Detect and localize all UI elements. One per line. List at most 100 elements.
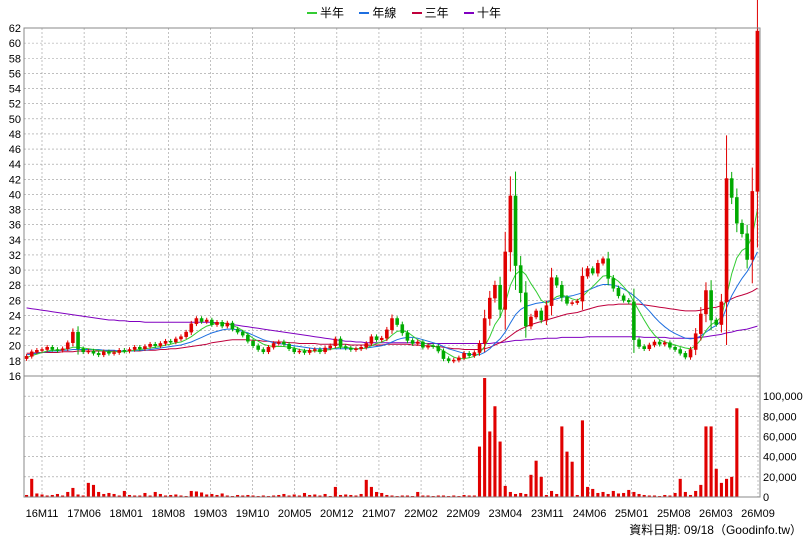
candle-body — [632, 301, 636, 340]
volume-bar — [575, 494, 579, 497]
volume-bar — [472, 495, 476, 497]
candle-body — [611, 278, 616, 289]
candle-body — [107, 351, 111, 354]
candle-body — [462, 353, 466, 359]
candle-body — [292, 348, 297, 353]
price-tick-label: 24 — [9, 310, 21, 322]
volume-bar — [55, 493, 59, 497]
volume-bar — [694, 490, 698, 497]
volume-bar — [246, 494, 250, 497]
candle-body — [637, 339, 641, 347]
volume-bar — [66, 491, 70, 497]
volume-bar — [642, 494, 646, 497]
volume-bar — [611, 490, 615, 497]
volume-bar — [236, 494, 240, 497]
candle-body — [678, 349, 683, 354]
candle-body — [596, 263, 600, 274]
volume-bar — [354, 495, 358, 497]
volume-bar — [652, 495, 657, 497]
date-tick-label: 23M04 — [488, 508, 522, 520]
candle-body — [230, 322, 235, 330]
price-tick-label: 52 — [9, 99, 21, 111]
candle-body — [138, 347, 142, 350]
volume-bar — [308, 494, 312, 497]
date-tick-label: 25M01 — [615, 508, 649, 520]
volume-bar — [277, 494, 281, 497]
candle-body — [554, 277, 559, 286]
volume-bar — [683, 491, 687, 497]
candle-body — [163, 340, 168, 344]
legend-item-half-year: 半年 — [306, 4, 344, 21]
volume-bar — [61, 495, 65, 497]
candle-body — [122, 350, 127, 352]
volume-y-axis: 0 20,000 40,000 60,000 80,000 100,000 — [763, 391, 803, 504]
volume-bar — [426, 495, 430, 497]
candle-body — [570, 302, 574, 304]
volume-bar — [76, 494, 80, 497]
date-tick-label: 22M02 — [404, 508, 438, 520]
candle-body — [652, 341, 657, 346]
legend-swatch-half-year — [306, 11, 317, 14]
candle-body — [575, 300, 580, 303]
candle-body — [699, 313, 703, 334]
date-tick-label: 23M11 — [531, 508, 564, 520]
candle-body — [539, 310, 544, 321]
volume-bar — [194, 491, 198, 497]
volume-bar — [503, 485, 507, 497]
candle-body — [349, 347, 353, 350]
volume-bar — [513, 493, 518, 497]
volume-bar — [200, 492, 204, 497]
date-tick-label: 17M06 — [67, 508, 101, 520]
volume-bar — [519, 492, 523, 497]
volume-bar — [400, 495, 404, 497]
volume-bar — [488, 431, 492, 497]
price-tick-label: 36 — [9, 220, 21, 232]
volume-bar — [411, 495, 415, 497]
candle-body — [544, 305, 549, 321]
candle-body — [683, 353, 688, 358]
candle-body — [395, 318, 399, 325]
price-tick-label: 16 — [9, 371, 21, 383]
date-tick-label: 18M08 — [152, 508, 186, 520]
volume-bar — [241, 495, 245, 497]
candle-body — [405, 332, 410, 341]
volume-bar — [266, 495, 271, 497]
candle-body — [60, 348, 65, 351]
volume-bar — [364, 479, 368, 497]
legend-label-three-year: 三年 — [424, 6, 449, 20]
candle-body — [101, 351, 106, 356]
ma-half-year-line — [26, 209, 758, 360]
volume-bar — [493, 406, 497, 497]
volume-bar — [91, 484, 96, 497]
candle-body — [297, 350, 302, 353]
volume-bar — [395, 495, 399, 497]
volume-bar — [287, 495, 291, 497]
volume-bar — [483, 378, 487, 497]
volume-bar — [30, 478, 34, 497]
candle-body — [745, 233, 749, 260]
volume-bar — [647, 495, 651, 497]
volume-grid — [24, 395, 760, 498]
candle-body — [426, 345, 430, 348]
candle-body — [524, 292, 528, 327]
candle-body — [40, 349, 44, 351]
candle-body — [246, 334, 250, 342]
volume-bar — [596, 492, 600, 497]
volume-bar — [174, 494, 178, 497]
volume-bar — [725, 478, 729, 497]
volume-bar — [580, 420, 584, 497]
legend-label-ten-year: 十年 — [477, 6, 502, 20]
volume-bar — [302, 492, 307, 497]
volume-bar — [359, 493, 363, 497]
candle-body — [534, 310, 538, 318]
volume-bar — [143, 492, 147, 497]
candle-body — [565, 297, 569, 304]
candle-body — [307, 350, 312, 353]
candle-body — [112, 352, 116, 354]
volume-bar — [524, 493, 528, 497]
candle-body — [276, 341, 281, 344]
volume-bar — [323, 493, 327, 497]
price-tick-label: 60 — [9, 38, 21, 50]
volume-bar — [714, 468, 718, 497]
legend-item-year: 年線 — [359, 4, 396, 21]
